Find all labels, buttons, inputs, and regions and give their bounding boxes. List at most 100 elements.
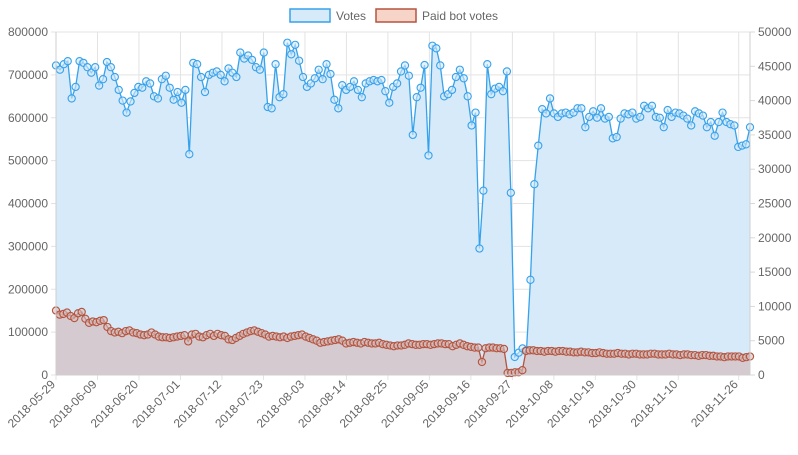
votes-point[interactable] [687, 121, 696, 130]
votes-point[interactable] [502, 67, 512, 76]
votes-point[interactable] [530, 180, 539, 189]
votes-point[interactable] [534, 141, 543, 150]
votes-point[interactable] [400, 61, 410, 70]
votes-point[interactable] [87, 68, 96, 77]
votes-point[interactable] [412, 93, 421, 102]
votes-point[interactable] [467, 121, 476, 130]
votes-point[interactable] [279, 90, 288, 99]
votes-point[interactable] [98, 75, 108, 84]
votes-point[interactable] [420, 60, 429, 70]
votes-point[interactable] [232, 72, 241, 82]
votes-point[interactable] [698, 111, 708, 120]
votes-point[interactable] [436, 61, 445, 70]
votes-point[interactable] [91, 63, 100, 72]
legend-item-votes[interactable]: Votes [289, 8, 366, 23]
votes-point[interactable] [169, 95, 178, 104]
votes-point[interactable] [432, 44, 441, 53]
votes-point[interactable] [71, 82, 80, 92]
votes-point[interactable] [291, 40, 300, 50]
votes-point[interactable] [106, 63, 116, 72]
votes-point[interactable] [612, 132, 621, 142]
votes-point[interactable] [122, 108, 131, 117]
votes-point[interactable] [310, 74, 319, 83]
votes-point[interactable] [177, 98, 186, 107]
votes-point[interactable] [126, 97, 135, 106]
votes-point[interactable] [592, 113, 602, 122]
votes-point[interactable] [408, 130, 417, 140]
votes-point[interactable] [581, 123, 590, 132]
votes-point[interactable] [459, 74, 468, 83]
votes-point[interactable] [114, 85, 123, 95]
votes-point[interactable] [463, 92, 472, 101]
votes-point[interactable] [487, 90, 496, 99]
votes-point[interactable] [479, 186, 488, 195]
votes-point[interactable] [236, 48, 245, 57]
votes-point[interactable] [636, 112, 645, 122]
votes-point[interactable] [730, 121, 739, 130]
votes-point[interactable] [259, 48, 268, 57]
votes-point[interactable] [385, 98, 394, 107]
votes-point[interactable] [322, 60, 331, 69]
votes-point[interactable] [455, 65, 464, 74]
votes-point[interactable] [192, 60, 202, 69]
votes-point[interactable] [298, 72, 308, 82]
votes-point[interactable] [118, 96, 127, 105]
votes-point[interactable] [326, 69, 335, 79]
votes-point[interactable] [196, 72, 206, 82]
votes-point[interactable] [283, 38, 292, 47]
votes-point[interactable] [334, 104, 343, 113]
votes-point[interactable] [663, 105, 672, 115]
votes-point[interactable] [596, 104, 606, 113]
votes-point[interactable] [392, 79, 402, 88]
votes-point[interactable] [67, 94, 76, 103]
paid-bot-votes-point[interactable] [518, 366, 527, 375]
votes-point[interactable] [138, 83, 147, 92]
votes-point[interactable] [271, 60, 280, 69]
votes-point[interactable] [63, 57, 72, 66]
votes-point[interactable] [647, 101, 657, 110]
votes-point[interactable] [659, 123, 668, 132]
votes-point[interactable] [741, 140, 751, 149]
paid-bot-votes-point[interactable] [477, 357, 487, 367]
votes-point[interactable] [475, 244, 484, 253]
votes-point[interactable] [185, 150, 194, 159]
votes-point[interactable] [345, 82, 355, 92]
votes-point[interactable] [526, 275, 535, 284]
votes-point[interactable] [714, 117, 723, 127]
votes-point[interactable] [604, 112, 613, 122]
votes-point[interactable] [451, 72, 461, 82]
votes-point[interactable] [287, 50, 296, 59]
votes-point[interactable] [181, 85, 190, 95]
votes-point[interactable] [447, 85, 457, 95]
votes-point[interactable] [349, 77, 359, 86]
votes-point[interactable] [718, 108, 727, 117]
votes-point[interactable] [585, 112, 594, 122]
votes-point[interactable] [130, 88, 139, 98]
votes-point[interactable] [145, 79, 155, 88]
votes-point[interactable] [314, 65, 323, 74]
votes-point[interactable] [381, 87, 390, 96]
paid-bot-votes-point[interactable] [99, 315, 108, 325]
votes-point[interactable] [545, 94, 555, 103]
votes-point[interactable] [706, 117, 715, 127]
votes-point[interactable] [396, 67, 406, 76]
votes-point[interactable] [655, 113, 664, 122]
votes-point[interactable] [483, 60, 492, 69]
votes-point[interactable] [589, 107, 598, 116]
votes-point[interactable] [424, 151, 433, 160]
votes-point[interactable] [318, 75, 327, 84]
votes-point[interactable] [220, 77, 229, 86]
votes-point[interactable] [255, 65, 265, 74]
votes-point[interactable] [353, 85, 363, 95]
votes-point[interactable] [165, 83, 174, 92]
votes-point[interactable] [404, 71, 414, 80]
votes-point[interactable] [161, 71, 170, 80]
votes-point[interactable] [498, 87, 508, 96]
votes-point[interactable] [377, 75, 386, 85]
paid-bot-votes-point[interactable] [184, 337, 193, 346]
votes-point[interactable] [200, 87, 210, 97]
votes-point[interactable] [710, 131, 719, 140]
votes-point[interactable] [471, 108, 480, 117]
votes-point[interactable] [357, 93, 366, 102]
votes-point[interactable] [94, 81, 104, 90]
